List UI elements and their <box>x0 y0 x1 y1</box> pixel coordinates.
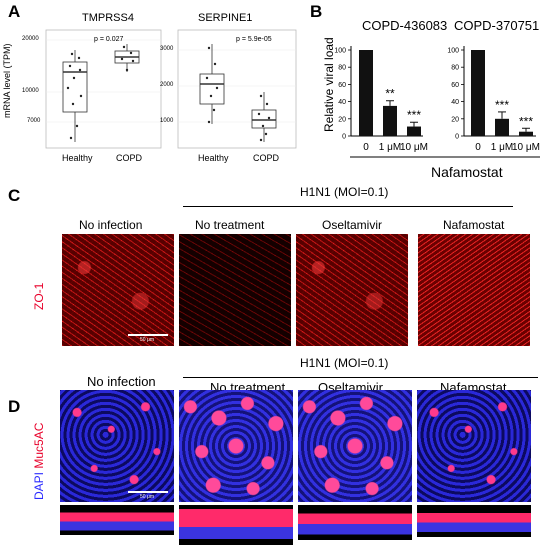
y-tick-label-0-0: 100 <box>334 48 346 55</box>
ytick-tmprss4-0: 20000 <box>22 36 39 42</box>
panel-b-barcharts: 100 80 60 40 20 0 0 ** 1 μM *** 10 μM 100 80 60 40 20 0 0… <box>334 46 540 158</box>
col-label-c-0: No infection <box>79 218 143 232</box>
scale-bar-c-label: 50 μm <box>140 337 154 343</box>
plot-title-tmprss4: TMPRSS4 <box>82 12 134 24</box>
x-tick-label-1-1: 1 μM <box>491 142 513 153</box>
box-healthy-tmprss4 <box>62 61 88 113</box>
panel-d-header: H1N1 (MOI=0.1) <box>300 356 389 370</box>
col-label-c-1: No treatment <box>195 218 265 232</box>
y-tick-label-1-3: 40 <box>451 99 459 106</box>
x-tick-label-1-0: 0 <box>475 142 481 153</box>
panel-letter-b: B <box>310 2 323 21</box>
significance-1-2: *** <box>519 114 533 128</box>
ytick-serpine1-1: 2000 <box>160 82 174 88</box>
xtick-serpine1-healthy: Healthy <box>198 153 229 163</box>
bar-1-2 <box>519 131 533 136</box>
xz-section-nafamostat <box>417 505 531 537</box>
micrograph-zo1-oseltamivir <box>296 234 408 346</box>
col-label-c-3: Nafamostat <box>443 218 505 232</box>
xz-section-oseltamivir <box>298 505 412 540</box>
x-tick-label-1-2: 10 μM <box>512 142 540 153</box>
y-tick-label-1-0: 100 <box>447 48 459 55</box>
bar-0-2 <box>407 126 421 136</box>
y-tick-label-0-1: 80 <box>338 65 346 72</box>
ytick-tmprss4-2: 7000 <box>27 118 41 124</box>
panel-letter-d: D <box>8 397 21 416</box>
ytick-serpine1-2: 1000 <box>160 118 174 124</box>
xz-section-no-infection <box>60 505 174 535</box>
stain-label-dapi: DAPI <box>32 471 46 500</box>
y-tick-label-0-3: 40 <box>338 99 346 106</box>
micrograph-muc-no-treatment <box>179 390 293 502</box>
panel-d-header-line <box>183 377 538 378</box>
bar-0-1 <box>383 105 397 136</box>
significance-0-2: *** <box>407 108 421 122</box>
micrograph-zo1-no-treatment <box>179 234 291 346</box>
x-tick-label-0-1: 1 μM <box>379 142 401 153</box>
panel-a-boxplots <box>45 29 297 149</box>
xtick-serpine1-copd: COPD <box>253 153 280 163</box>
micrograph-zo1-nafamostat <box>418 234 530 346</box>
scale-bar-c <box>128 334 168 336</box>
micrograph-muc-no-infection <box>60 390 174 502</box>
y-tick-label-1-2: 60 <box>451 82 459 89</box>
scale-bar-d-label: 50 μm <box>140 494 154 500</box>
y-tick-label-0-2: 60 <box>338 82 346 89</box>
col-label-d-0: No infection <box>87 374 156 389</box>
significance-0-1: ** <box>385 87 395 101</box>
y-tick-label-1-5: 0 <box>455 134 459 141</box>
panel-b-xlabel: Nafamostat <box>431 164 503 180</box>
micrograph-muc-nafamostat <box>417 390 531 502</box>
bar-1-1 <box>495 118 509 136</box>
xtick-tmprss4-healthy: Healthy <box>62 153 93 163</box>
pvalue-serpine1: p = 5.9e-05 <box>236 36 272 43</box>
panel-letter-c: C <box>8 186 21 205</box>
micrograph-zo1-no-infection <box>62 234 174 346</box>
bar-1-0 <box>471 50 485 136</box>
plot-title-serpine1: SERPINE1 <box>198 12 253 24</box>
x-tick-label-0-0: 0 <box>363 142 369 153</box>
y-tick-label-1-4: 20 <box>451 116 459 123</box>
ytick-serpine1-0: 3000 <box>160 46 174 52</box>
panel-c-header: H1N1 (MOI=0.1) <box>300 185 389 199</box>
xtick-tmprss4-copd: COPD <box>116 153 143 163</box>
y-tick-label-0-5: 0 <box>342 134 346 141</box>
micrograph-muc-oseltamivir <box>298 390 412 502</box>
panel-letter-a: A <box>8 2 21 21</box>
y-tick-label-1-1: 80 <box>451 65 459 72</box>
significance-1-1: *** <box>495 98 509 112</box>
stain-label-d: DAPI Muc5AC <box>32 423 46 500</box>
panel-c-header-line <box>183 206 513 207</box>
ytick-tmprss4-1: 10000 <box>22 88 39 94</box>
bar-0-0 <box>359 50 373 136</box>
pvalue-tmprss4: p = 0.027 <box>94 36 124 43</box>
col-label-c-2: Oseltamivir <box>322 218 383 232</box>
y-tick-label-0-4: 20 <box>338 116 346 123</box>
chart-title-436083: COPD-436083 <box>362 18 448 33</box>
chart-title-370751: COPD-370751 <box>454 18 540 33</box>
stain-label-muc5ac: Muc5AC <box>32 422 46 469</box>
scale-bar-d <box>128 491 168 493</box>
x-tick-label-0-2: 10 μM <box>400 142 428 153</box>
xz-section-no-treatment <box>179 505 293 545</box>
stain-label-zo1: ZO-1 <box>32 282 46 310</box>
